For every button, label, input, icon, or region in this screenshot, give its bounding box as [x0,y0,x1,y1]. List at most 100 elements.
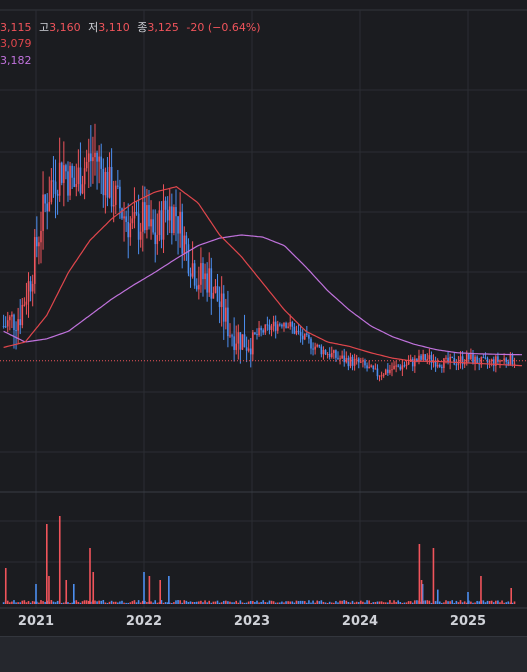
volume-bar [378,601,381,604]
candle-body [15,330,17,332]
volume-bar [262,600,265,604]
volume-bar [6,600,9,604]
candle-body [40,230,42,243]
volume-bar [484,602,487,604]
candle-body [189,273,192,277]
candle-body [245,347,248,351]
candlestick-chart[interactable]: 2021 2022 2023 2024 2025 [0,0,527,636]
candle-body [270,326,273,331]
candle-body [411,358,414,367]
volume-bar [503,602,505,604]
close-label: 종 [137,21,148,34]
candle-body [285,322,287,328]
volume-bar [67,602,69,604]
candle-body [85,161,88,169]
volume-bar [256,600,258,604]
candle-body [183,235,186,254]
candle-body [291,321,294,327]
candle-body [368,366,370,369]
candle-body [426,358,429,361]
candle-body [175,207,177,217]
volume-bar [459,600,462,604]
volume-bar [239,600,242,604]
volume-bar [445,600,447,604]
candle-body [256,333,258,336]
volume-bar [322,601,325,604]
volume-bar [314,602,316,604]
candle-body [4,326,7,328]
volume-bar [245,602,248,604]
volume-bar [387,602,389,604]
candle-body [235,343,238,350]
candle-body [449,356,451,363]
volume-bar [376,601,379,604]
volume-bar [56,600,59,604]
candle-body [252,332,254,355]
candle-body [378,375,381,377]
volume-bar [330,602,333,604]
candle-body [152,219,154,233]
volume-bar [478,601,481,604]
volume-bar [264,602,267,604]
volume-bar [222,600,225,604]
ma-long-value: 3,182 [0,54,32,67]
candle-body [77,167,80,185]
volume-bar [152,602,154,604]
candle-body [418,355,420,362]
volume-bar [360,600,362,604]
x-axis-label: 2025 [450,614,486,629]
volume-bar [171,602,173,604]
volume-bar [225,600,227,604]
candle-body [343,355,346,363]
candle-body [374,368,377,370]
candle-body [19,319,22,326]
volume-spike [58,516,61,604]
volume-bar [150,601,152,604]
change-value: -20 (−0.64%) [186,21,261,34]
candle-body [108,166,111,198]
candle-body [65,165,67,172]
candle-body [202,263,204,280]
candle-body [326,353,329,355]
volume-bar [214,601,217,604]
volume-bar [183,600,186,604]
volume-bar [110,600,113,604]
candle-body [274,321,277,331]
volume-bar [168,602,171,604]
volume-bar [397,600,400,604]
volume-bar [295,600,298,604]
volume-bar [299,600,302,604]
volume-bar [210,602,213,604]
volume-bar [2,602,5,604]
volume-bar [229,601,231,604]
volume-bar [345,600,348,604]
volume-bar [206,602,208,604]
candle-body [480,357,483,365]
candle-body [90,153,92,162]
volume-bar [164,602,167,604]
candle-body [75,184,78,187]
candle-body [505,358,508,362]
candle-body [403,365,406,367]
volume-bar [393,600,395,604]
low-label: 저 [88,21,99,34]
volume-bar [268,600,271,604]
candle-body [125,216,127,222]
volume-bar [472,602,474,604]
volume-bar [204,600,206,604]
volume-bar [247,601,250,604]
volume-bar [320,600,323,604]
chart-background [0,0,527,636]
volume-bar [291,601,294,604]
ma-long-line [3,234,522,356]
volume-bar [141,600,144,604]
candle-body [513,363,516,365]
candle-body [322,350,325,355]
candle-body [287,326,289,328]
candle-body [351,356,354,366]
candle-body [36,237,38,247]
volume-bar [117,602,119,604]
candle-body [459,356,462,363]
candle-body [23,304,26,306]
volume-bar [318,601,321,604]
